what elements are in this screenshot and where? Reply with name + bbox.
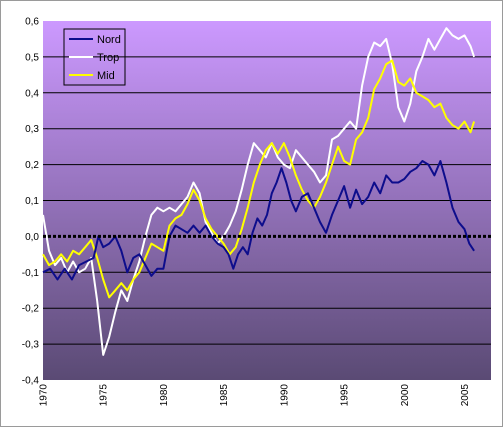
y-tick-label: -0,3 [22, 340, 40, 351]
gridlines [43, 56, 491, 345]
series-line-mid [42, 59, 476, 299]
x-tick-label: 1975 [99, 384, 110, 407]
y-tick-label: 0,4 [25, 88, 39, 99]
series-line-trop [42, 27, 476, 356]
x-tick-label: 1985 [219, 384, 230, 407]
legend-label-trop: Trop [97, 52, 119, 64]
y-tick-label: 0,1 [25, 196, 39, 207]
y-tick-label: -0,2 [22, 304, 40, 315]
series-lines [42, 27, 476, 356]
legend-label-nord: Nord [97, 34, 121, 46]
legend-label-mid: Mid [97, 70, 115, 82]
y-tick-label: 0,6 [25, 17, 39, 28]
y-axis-tick-labels: 0,6 0,5 0,4 0,3 0,2 0,1 0,0 -0,1 -0,2 -0,3 -0,4 [22, 17, 40, 387]
y-tick-label: 0,5 [25, 52, 39, 63]
y-tick-label: -0,4 [22, 376, 40, 387]
x-tick-label: 1995 [340, 384, 351, 407]
x-tick-label: 1990 [279, 384, 290, 407]
legend: Nord Trop Mid [63, 28, 126, 86]
x-tick-label: 2000 [400, 384, 411, 407]
x-tick-label: 1980 [159, 384, 170, 407]
y-tick-label: -0,1 [22, 268, 40, 279]
y-tick-label: 0,3 [25, 124, 39, 135]
y-tick-label: 0,0 [25, 232, 39, 243]
x-tick-label: 2005 [460, 384, 471, 407]
legend-box [63, 28, 126, 86]
x-axis-tick-labels: 1970 1975 1980 1985 1990 1995 2000 2005 [39, 384, 472, 407]
series-line-nord [42, 160, 475, 281]
y-tick-label: 0,2 [25, 160, 39, 171]
x-tick-label: 1970 [39, 384, 50, 407]
